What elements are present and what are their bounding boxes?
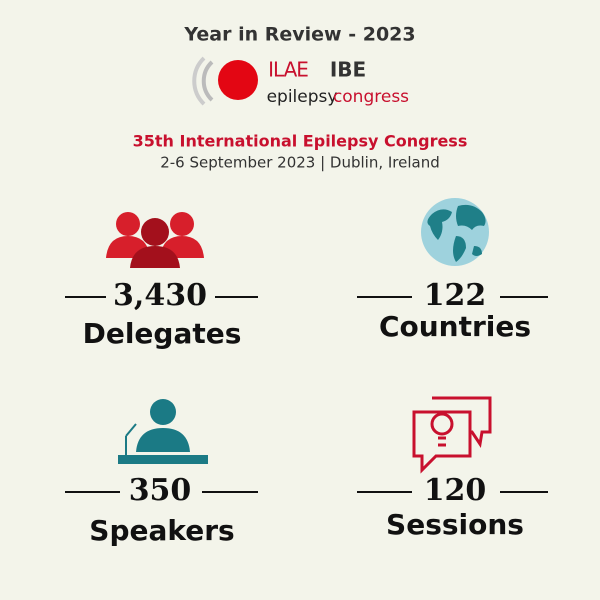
logo-ilae: ILAE bbox=[268, 58, 308, 82]
logo-arc bbox=[201, 60, 214, 102]
event-subtitle: 2-6 September 2023 | Dublin, Ireland bbox=[160, 154, 440, 172]
people-icon bbox=[106, 212, 204, 268]
page-title: Year in Review - 2023 bbox=[183, 24, 415, 46]
logo-word: congress bbox=[333, 87, 409, 107]
stat-label: Speakers bbox=[89, 514, 234, 547]
event-title: 35th International Epilepsy Congress bbox=[133, 132, 468, 151]
stat-label: Countries bbox=[379, 310, 531, 343]
logo-ibe: IBE bbox=[330, 58, 366, 82]
logo-word: epilepsy bbox=[267, 87, 338, 107]
stat-value: 120 bbox=[424, 473, 487, 508]
stat-value: 122 bbox=[424, 278, 487, 313]
stat-value: 350 bbox=[129, 473, 192, 508]
logo: ILAE IBE epilepsy congress bbox=[192, 56, 409, 107]
stat-label: Delegates bbox=[83, 317, 242, 350]
globe-icon bbox=[421, 198, 489, 266]
stat-value: 3,430 bbox=[113, 278, 207, 313]
logo-dot bbox=[218, 60, 258, 100]
speaker-icon bbox=[118, 399, 208, 464]
stat-label: Sessions bbox=[386, 508, 524, 541]
logo-arc bbox=[192, 56, 206, 106]
stat-rules bbox=[65, 296, 548, 493]
ideas-icon bbox=[412, 396, 492, 474]
